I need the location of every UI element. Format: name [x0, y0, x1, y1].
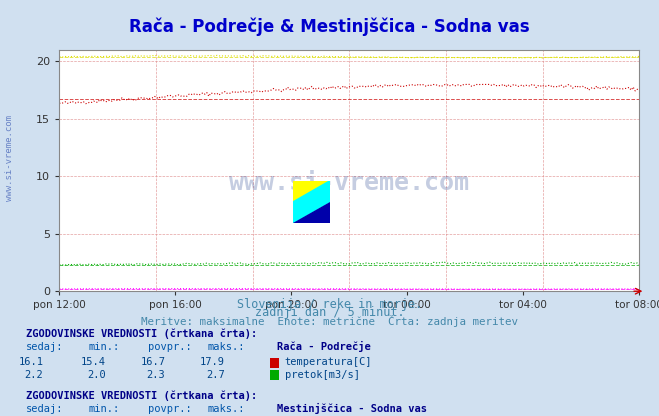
Polygon shape: [293, 181, 330, 223]
Text: Mestinjščica - Sodna vas: Mestinjščica - Sodna vas: [277, 403, 427, 414]
Text: Rača - Podrečje & Mestinjščica - Sodna vas: Rača - Podrečje & Mestinjščica - Sodna v…: [129, 18, 530, 36]
Polygon shape: [293, 202, 330, 223]
Text: Meritve: maksimalne  Enote: metrične  Črta: zadnja meritev: Meritve: maksimalne Enote: metrične Črta…: [141, 315, 518, 327]
Text: temperatura[C]: temperatura[C]: [285, 357, 372, 367]
Text: sedaj:: sedaj:: [26, 404, 64, 414]
Text: 2.0: 2.0: [88, 370, 106, 380]
Text: zadnji dan / 5 minut.: zadnji dan / 5 minut.: [254, 306, 405, 319]
Text: min.:: min.:: [89, 404, 120, 414]
Text: ZGODOVINSKE VREDNOSTI (črtkana črta):: ZGODOVINSKE VREDNOSTI (črtkana črta):: [26, 329, 258, 339]
Text: www.si-vreme.com: www.si-vreme.com: [229, 171, 469, 195]
Text: maks.:: maks.:: [208, 342, 245, 352]
Text: Rača - Podrečje: Rača - Podrečje: [277, 341, 370, 352]
Text: 16.1: 16.1: [18, 357, 43, 367]
Text: 16.7: 16.7: [140, 357, 165, 367]
Text: sedaj:: sedaj:: [26, 342, 64, 352]
Text: 15.4: 15.4: [81, 357, 106, 367]
Text: www.si-vreme.com: www.si-vreme.com: [5, 115, 14, 201]
Text: 2.3: 2.3: [147, 370, 165, 380]
Text: maks.:: maks.:: [208, 404, 245, 414]
Text: pretok[m3/s]: pretok[m3/s]: [285, 370, 360, 380]
Text: 17.9: 17.9: [200, 357, 225, 367]
Text: povpr.:: povpr.:: [148, 404, 192, 414]
Text: 2.7: 2.7: [206, 370, 225, 380]
Text: ZGODOVINSKE VREDNOSTI (črtkana črta):: ZGODOVINSKE VREDNOSTI (črtkana črta):: [26, 390, 258, 401]
Text: min.:: min.:: [89, 342, 120, 352]
Polygon shape: [293, 181, 330, 202]
Text: 2.2: 2.2: [25, 370, 43, 380]
Text: povpr.:: povpr.:: [148, 342, 192, 352]
Text: Slovenija / reke in morje.: Slovenija / reke in morje.: [237, 298, 422, 311]
